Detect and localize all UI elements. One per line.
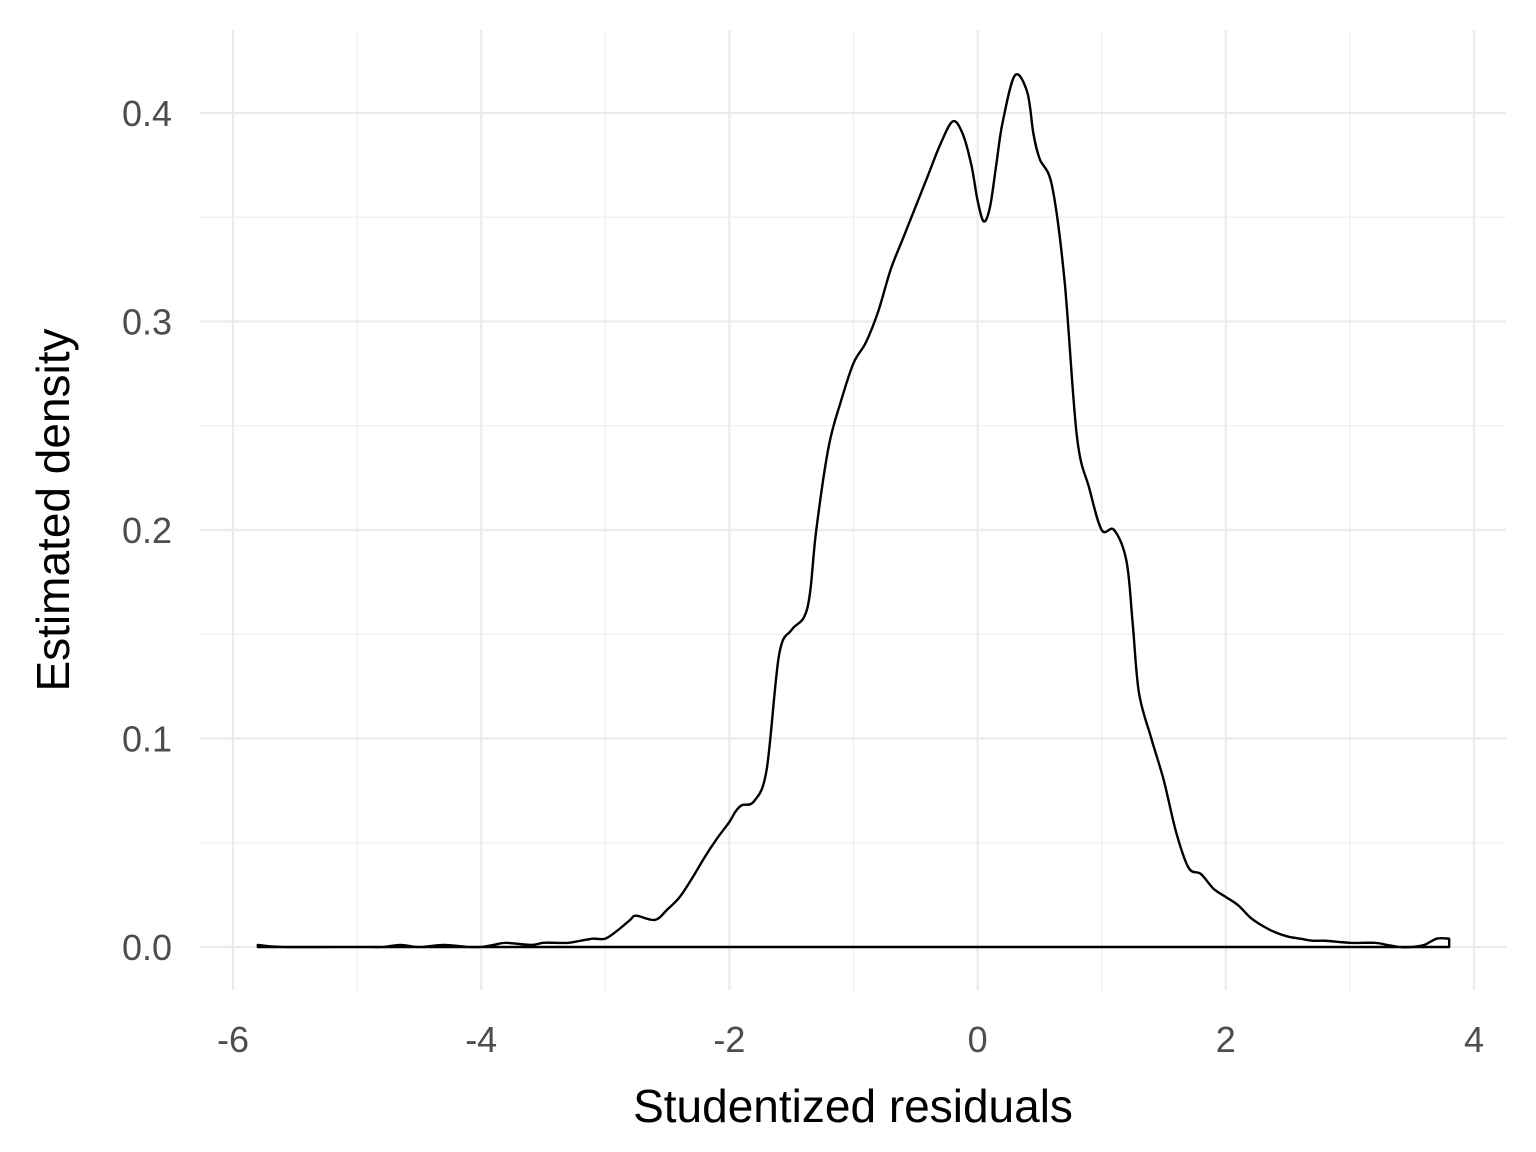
grid-lines xyxy=(200,30,1506,990)
x-tick-label: -4 xyxy=(465,1019,497,1060)
x-tick-label: 0 xyxy=(968,1019,988,1060)
density-curve xyxy=(256,73,1451,949)
y-axis-title: Estimated density xyxy=(27,328,79,691)
x-axis-ticks: -6 -4 -2 0 2 4 xyxy=(217,1019,1484,1060)
y-tick-label: 0.1 xyxy=(122,719,172,760)
y-tick-label: 0.3 xyxy=(122,302,172,343)
x-tick-label: -6 xyxy=(217,1019,249,1060)
y-axis-ticks: 0.0 0.1 0.2 0.3 0.4 xyxy=(122,93,172,968)
x-tick-label: 4 xyxy=(1464,1019,1484,1060)
x-tick-label: -2 xyxy=(713,1019,745,1060)
x-axis-title: Studentized residuals xyxy=(633,1080,1073,1132)
y-tick-label: 0.2 xyxy=(122,510,172,551)
x-tick-label: 2 xyxy=(1216,1019,1236,1060)
y-tick-label: 0.4 xyxy=(122,93,172,134)
y-tick-label: 0.0 xyxy=(122,927,172,968)
